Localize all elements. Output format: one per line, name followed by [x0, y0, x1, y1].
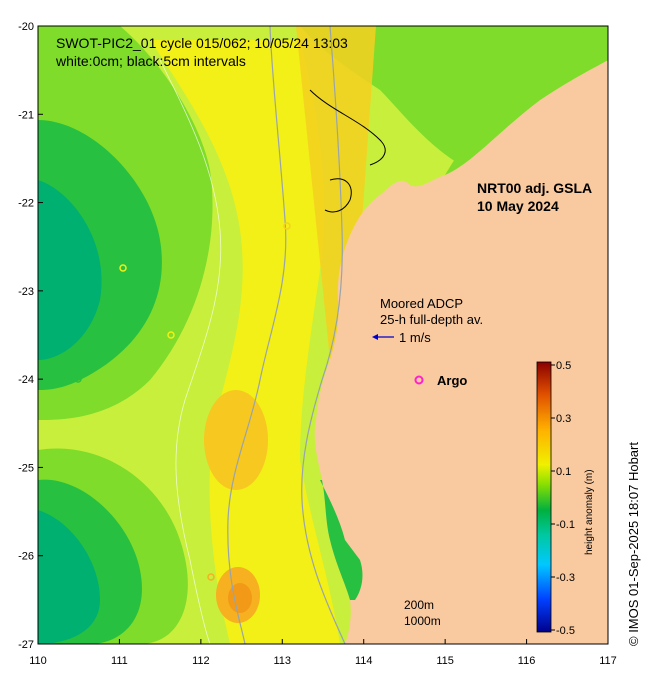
lat-tick-label: -23 — [18, 286, 34, 298]
isobath-1000m — [227, 26, 287, 644]
colorbar-ticks: 0.5 0.3 0.1 -0.1 -0.3 -0.5 — [551, 360, 575, 637]
colorbar-tick-label: 0.1 — [556, 466, 571, 478]
colorbar-label: height anomaly (m) — [584, 469, 595, 555]
sla-teal-core — [38, 180, 102, 360]
lon-tick-label: 111 — [111, 655, 128, 667]
lon-tick-label: 113 — [274, 655, 292, 667]
argo-marker-icon — [414, 375, 424, 385]
lon-tick-label: 116 — [518, 655, 536, 667]
colorbar-tick-label: -0.1 — [556, 519, 575, 531]
colorbar-tick-label: -0.3 — [556, 572, 575, 584]
lon-tick-label: 112 — [192, 655, 210, 667]
adcp-label-1: Moored ADCP — [380, 296, 463, 311]
map-frame — [37, 25, 609, 645]
lat-tick-label: -27 — [18, 639, 34, 651]
lon-tick-label: 110 — [29, 655, 47, 667]
isobath-200m — [301, 26, 346, 644]
adcp-label-2: 25-h full-depth av. — [380, 312, 483, 327]
longitude-axis: 110 111 112 113 114 115 116 117 — [29, 639, 617, 667]
adcp-scale-label: 1 m/s — [399, 330, 431, 345]
product-line-1: NRT00 adj. GSLA — [477, 180, 592, 196]
lat-tick-label: -25 — [18, 462, 34, 474]
colorbar — [536, 361, 552, 633]
latitude-axis: -20 -21 -22 -23 -24 -25 -26 -27 — [18, 21, 43, 651]
lat-tick-label: -20 — [18, 21, 34, 33]
map-area — [38, 26, 608, 644]
sla-yellow-tongue — [150, 40, 340, 644]
colorbar-tick-label: -0.5 — [556, 625, 575, 637]
lon-tick-label: 114 — [355, 655, 373, 667]
isobath-1000-label: 1000m — [404, 614, 441, 628]
lat-tick-label: -22 — [18, 198, 34, 210]
land-western-australia — [314, 26, 608, 644]
colorbar-tick-label: 0.3 — [556, 413, 571, 425]
isobath-200-label: 200m — [404, 598, 434, 612]
credit-text: © IMOS 01-Sep-2025 18:07 Hobart — [626, 442, 641, 646]
lat-tick-label: -26 — [18, 551, 34, 563]
lat-tick-label: -24 — [18, 374, 34, 386]
lat-tick-label: -21 — [18, 109, 34, 121]
title-line-1: SWOT-PIC2_01 cycle 015/062; 10/05/24 13:… — [56, 35, 348, 51]
title-line-2: white:0cm; black:5cm intervals — [55, 53, 246, 69]
product-line-2: 10 May 2024 — [477, 198, 559, 214]
lon-tick-label: 115 — [436, 655, 454, 667]
argo-label: Argo — [437, 373, 467, 388]
adcp-scale-arrow-icon — [372, 334, 394, 340]
lon-tick-label: 117 — [599, 655, 617, 667]
colorbar-tick-label: 0.5 — [556, 360, 571, 372]
